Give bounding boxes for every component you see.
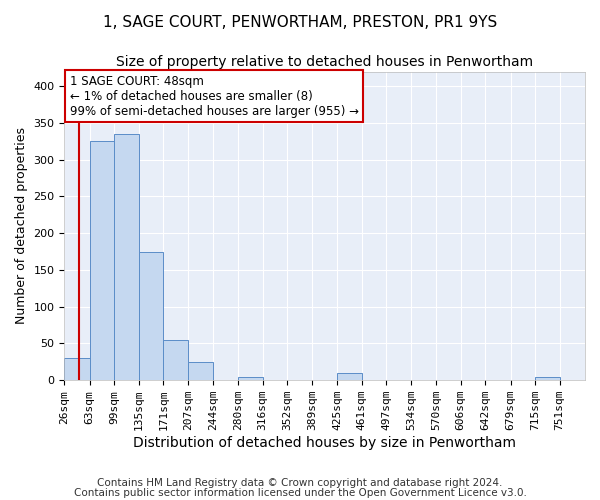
Bar bbox=[535, 376, 560, 380]
Bar bbox=[188, 362, 214, 380]
Text: 1 SAGE COURT: 48sqm
← 1% of detached houses are smaller (8)
99% of semi-detached: 1 SAGE COURT: 48sqm ← 1% of detached hou… bbox=[70, 74, 359, 118]
X-axis label: Distribution of detached houses by size in Penwortham: Distribution of detached houses by size … bbox=[133, 436, 516, 450]
Text: 1, SAGE COURT, PENWORTHAM, PRESTON, PR1 9YS: 1, SAGE COURT, PENWORTHAM, PRESTON, PR1 … bbox=[103, 15, 497, 30]
Text: Contains public sector information licensed under the Open Government Licence v3: Contains public sector information licen… bbox=[74, 488, 526, 498]
Text: Contains HM Land Registry data © Crown copyright and database right 2024.: Contains HM Land Registry data © Crown c… bbox=[97, 478, 503, 488]
Title: Size of property relative to detached houses in Penwortham: Size of property relative to detached ho… bbox=[116, 55, 533, 69]
Bar bbox=[64, 358, 89, 380]
Bar bbox=[139, 252, 163, 380]
Bar bbox=[337, 373, 362, 380]
Bar bbox=[114, 134, 139, 380]
Bar bbox=[163, 340, 188, 380]
Y-axis label: Number of detached properties: Number of detached properties bbox=[15, 128, 28, 324]
Bar bbox=[238, 376, 263, 380]
Bar bbox=[89, 142, 114, 380]
